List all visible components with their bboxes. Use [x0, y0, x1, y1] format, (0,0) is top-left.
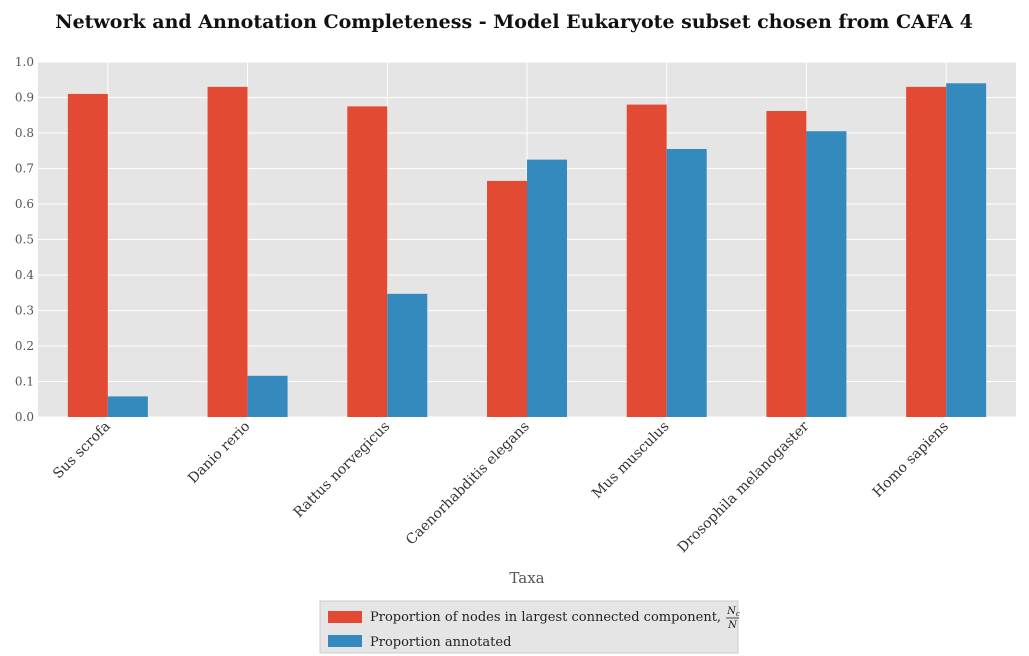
legend-swatch-connected-component — [328, 611, 362, 623]
legend-box — [319, 600, 739, 654]
bar-annotated — [387, 293, 428, 417]
bar-annotated — [666, 148, 707, 417]
x-tick-label: Mus musculus — [589, 419, 672, 502]
bar-connected-component — [67, 93, 108, 417]
legend-label-annotated: Proportion annotated — [370, 635, 511, 650]
svg-text:N: N — [727, 620, 738, 631]
y-tick-label: 0.7 — [15, 162, 34, 176]
y-tick-label: 0.2 — [15, 339, 34, 353]
legend-label-connected-component: Proportion of nodes in largest connected… — [370, 610, 721, 625]
bar-connected-component — [347, 106, 388, 417]
y-tick-label: 0.4 — [15, 268, 34, 282]
bar-connected-component — [906, 86, 947, 417]
legend-swatch-annotated — [328, 635, 362, 647]
bar-annotated — [107, 396, 148, 417]
chart-title: Network and Annotation Completeness - Mo… — [55, 11, 973, 33]
bar-annotated — [806, 131, 847, 417]
y-tick-label: 0.0 — [15, 410, 34, 424]
bar-connected-component — [207, 86, 248, 417]
y-tick-label: 0.1 — [15, 375, 34, 389]
x-axis-label: Taxa — [509, 569, 544, 587]
bar-connected-component — [766, 110, 807, 418]
x-tick-label: Rattus norvegicus — [291, 419, 393, 521]
y-tick-label: 1.0 — [15, 55, 34, 69]
bar-annotated — [527, 159, 567, 417]
y-tick-label: 0.9 — [15, 91, 34, 105]
legend: Proportion of nodes in largest connected… — [319, 600, 740, 654]
x-tick-label: Drosophila melanogaster — [675, 418, 813, 556]
y-axis: 0.0 0.1 0.2 0.3 0.4 0.5 0.6 0.7 0.8 0.9 1.0 — [15, 55, 34, 424]
bar-connected-component — [626, 104, 667, 417]
bar-connected-component — [487, 180, 527, 417]
y-tick-label: 0.5 — [15, 233, 34, 247]
y-tick-label: 0.8 — [15, 126, 34, 140]
y-tick-label: 0.6 — [15, 197, 34, 211]
bars — [67, 83, 987, 418]
x-tick-label: Homo sapiens — [870, 419, 952, 501]
bar-annotated — [946, 83, 987, 418]
x-tick-label: Sus scrofa — [50, 419, 114, 483]
x-tick-label: Caenorhabditis elegans — [403, 419, 533, 549]
bar-annotated — [247, 375, 288, 417]
x-axis: Sus scrofa Danio rerio Rattus norvegicus Ca… — [50, 418, 952, 556]
y-tick-label: 0.3 — [15, 304, 34, 318]
x-tick-label: Danio rerio — [185, 419, 253, 487]
